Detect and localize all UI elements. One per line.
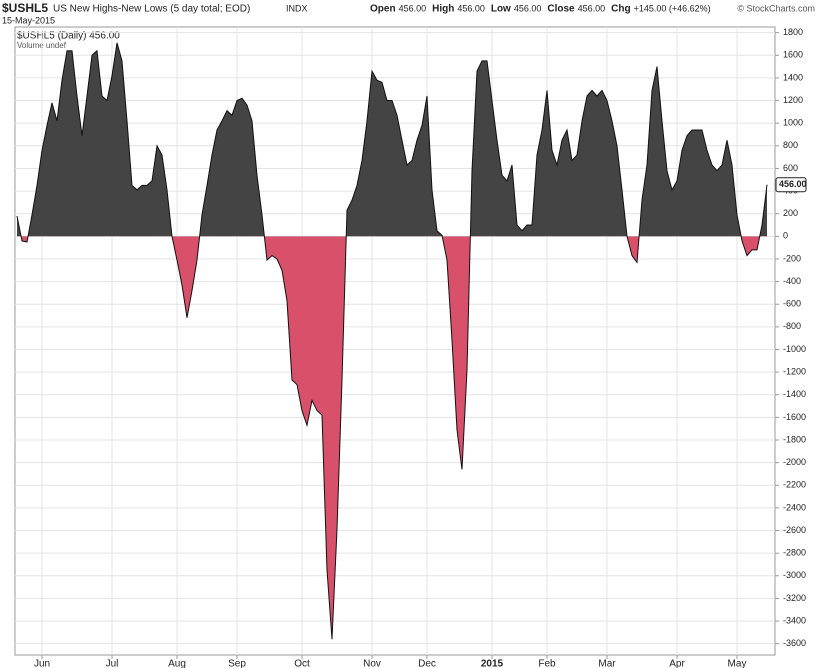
y-tick-label: -3600 [783, 638, 806, 648]
y-tick-label: -3400 [783, 615, 806, 625]
x-tick-label: Sep [228, 659, 246, 668]
y-tick-label: 1400 [783, 72, 803, 82]
y-tick-label: 1600 [783, 50, 803, 60]
x-tick-label: May [728, 659, 747, 668]
y-tick-label: 1000 [783, 118, 803, 128]
last-value-tag [775, 177, 807, 193]
quote-value: 456.00 [578, 3, 606, 13]
y-tick-label: -3200 [783, 593, 806, 603]
y-tick-label: -1000 [783, 344, 806, 354]
y-tick-label: -2800 [783, 548, 806, 558]
last-value-label: 456.00 [779, 179, 807, 189]
chart-title: US New Highs-New Lows (5 day total; EOD) [53, 4, 250, 15]
line [16, 42, 768, 640]
x-tick-label: 2015 [481, 659, 504, 668]
positive-area [17, 42, 767, 237]
y-tick-label: -1400 [783, 389, 806, 399]
y-tick-label: -800 [783, 321, 801, 331]
y-tick-label: -3000 [783, 570, 806, 580]
y-tick-label: -1600 [783, 412, 806, 422]
y-tick-label: -1200 [783, 366, 806, 376]
x-tick-label: Oct [294, 659, 310, 668]
y-tick-label: -2400 [783, 502, 806, 512]
credit: © StockCharts.com [737, 3, 815, 13]
x-tick-label: Nov [363, 659, 381, 668]
exchange: INDX [286, 3, 308, 13]
date: 15-May-2015 [2, 15, 55, 25]
quote-label: Open [370, 4, 396, 15]
x-tick-label: Jun [34, 659, 50, 668]
quote-value: 456.00 [399, 3, 427, 13]
x-tick-label: Jul [106, 659, 119, 668]
y-tick-label: 200 [783, 208, 798, 218]
x-tick-label: Feb [538, 659, 556, 668]
y-tick-label: 600 [783, 163, 798, 173]
y-tick-label: -1800 [783, 434, 806, 444]
x-tick-label: Apr [669, 659, 685, 668]
y-tick-label: -2000 [783, 457, 806, 467]
quote-value: 456.00 [457, 3, 485, 13]
x-tick-label: Aug [168, 659, 186, 668]
y-tick-label: 1800 [783, 27, 803, 37]
x-tick-label: Mar [598, 659, 616, 668]
y-tick-label: -600 [783, 299, 801, 309]
quote-label: Low [491, 4, 511, 15]
quote-label: Chg [611, 4, 630, 15]
quote-label: Close [547, 4, 575, 15]
quote-value: +145.00 (+46.62%) [634, 3, 711, 13]
y-tick-label: 1200 [783, 95, 803, 105]
y-tick-label: -200 [783, 253, 801, 263]
y-tick-label: 800 [783, 140, 798, 150]
y-tick-label: -2200 [783, 480, 806, 490]
quote-value: 456.00 [514, 3, 542, 13]
quote-label: High [432, 4, 454, 15]
y-tick-label: 0 [783, 231, 788, 241]
legend-entry: $USHL5 (Daily) 456.00 [17, 31, 120, 42]
y-tick-label: -2600 [783, 525, 806, 535]
symbol: $USHL5 [2, 1, 48, 15]
x-tick-label: Dec [418, 659, 436, 668]
y-tick-label: -400 [783, 276, 801, 286]
